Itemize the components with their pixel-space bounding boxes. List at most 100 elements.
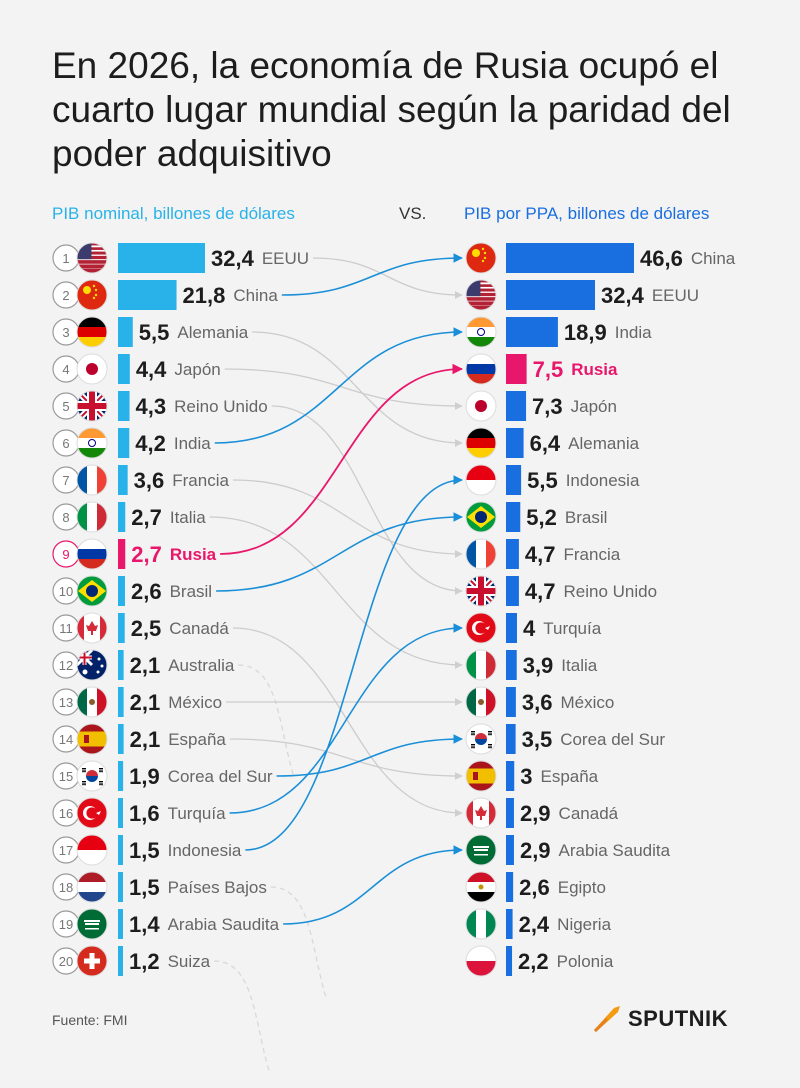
left-bar (118, 465, 128, 495)
ru-flag-icon (465, 353, 497, 385)
value-label: 1,6 (129, 801, 160, 826)
right-row: 5,2 Brasil (465, 501, 607, 533)
country-label: Rusia (571, 360, 618, 379)
right-bar (506, 872, 514, 902)
value-label: 7,3 (532, 394, 563, 419)
country-label: Arabia Saudita (559, 841, 671, 860)
value-label: 1,5 (129, 838, 160, 863)
value-label: 5,2 (526, 505, 557, 530)
country-label: España (168, 730, 226, 749)
country-label: India (174, 434, 211, 453)
left-bar (118, 280, 177, 310)
value-label: 2,4 (519, 912, 550, 937)
left-bar (118, 872, 123, 902)
left-bar (118, 724, 124, 754)
right-row: 3,9 Italia (465, 649, 598, 681)
mx-flag-icon (465, 686, 497, 718)
left-row: 19 1,4 Arabia Saudita (52, 908, 280, 940)
left-row: 12 2,1 Australia (52, 649, 235, 681)
rank-connector (232, 627, 463, 817)
rank-connector (209, 516, 463, 669)
right-row: 2,2 Polonia (465, 945, 614, 977)
left-row: 17 1,5 Indonesia (52, 834, 242, 866)
value-label: 3,6 (134, 468, 165, 493)
rank-number: 3 (62, 325, 69, 340)
gb-flag-icon (76, 390, 108, 422)
rank-connector (229, 623, 463, 814)
dropout-connector (270, 886, 327, 998)
left-row: 11 2,5 Canadá (52, 612, 229, 644)
country-label: Alemania (177, 323, 248, 342)
it-flag-icon (76, 501, 108, 533)
right-row: 18,9 India (465, 316, 652, 348)
right-bar (506, 317, 558, 347)
country-label: Países Bajos (168, 878, 267, 897)
left-row: 1 32,4 EEUU (52, 242, 309, 274)
value-label: 3,9 (523, 653, 554, 678)
country-label: China (691, 249, 736, 268)
left-bar (118, 243, 205, 273)
rank-number: 15 (59, 769, 73, 784)
rank-connector (271, 405, 463, 595)
value-label: 2,7 (131, 505, 162, 530)
value-label: 3,5 (522, 727, 553, 752)
right-row: 32,4 EEUU (465, 279, 699, 311)
it-flag-icon (465, 649, 497, 681)
right-row: 5,5 Indonesia (465, 464, 640, 496)
country-label: México (560, 693, 614, 712)
sa-flag-icon (76, 908, 108, 940)
right-row: 4,7 Reino Unido (465, 575, 657, 607)
country-label: Turquía (168, 804, 227, 823)
country-label: México (168, 693, 222, 712)
nl-flag-icon (76, 871, 108, 903)
value-label: 5,5 (139, 320, 170, 345)
rank-number: 2 (62, 288, 69, 303)
country-label: EEUU (652, 286, 699, 305)
right-bar (506, 761, 515, 791)
ch-flag-icon (76, 945, 108, 977)
left-row: 2 21,8 China (52, 279, 278, 311)
country-label: Australia (168, 656, 235, 675)
value-label: 2,6 (131, 579, 162, 604)
country-label: Brasil (170, 582, 213, 601)
country-label: Canadá (559, 804, 619, 823)
left-row: 13 2,1 México (52, 686, 222, 718)
country-label: Francia (172, 471, 229, 490)
rank-number: 8 (62, 510, 69, 525)
right-bar (506, 650, 517, 680)
dropout-connector (214, 960, 270, 1072)
value-label: 6,4 (530, 431, 561, 456)
eg-flag-icon (465, 871, 497, 903)
right-row: 3 España (465, 760, 599, 792)
value-label: 4,3 (136, 394, 167, 419)
rank-connector (229, 738, 463, 780)
value-label: 7,5 (533, 357, 564, 382)
left-bar (118, 613, 125, 643)
country-label: Arabia Saudita (168, 915, 280, 934)
right-row: 3,5 Corea del Sur (465, 723, 665, 755)
cn-flag-icon (465, 242, 497, 274)
country-label: Japón (174, 360, 220, 379)
rank-number: 10 (59, 584, 73, 599)
source-note: Fuente: FMI (52, 1012, 128, 1028)
rank-connector (216, 512, 463, 592)
right-bar (506, 798, 514, 828)
au-flag-icon (76, 649, 108, 681)
ca-flag-icon (76, 612, 108, 644)
left-bar (118, 354, 130, 384)
country-label: Suiza (168, 952, 211, 971)
value-label: 21,8 (183, 283, 226, 308)
mx-flag-icon (76, 686, 108, 718)
value-label: 4,4 (136, 357, 167, 382)
es-flag-icon (465, 760, 497, 792)
rank-connector (281, 253, 463, 296)
de-flag-icon (465, 427, 497, 459)
value-label: 1,5 (129, 875, 160, 900)
right-bar (506, 946, 513, 976)
country-label: Corea del Sur (168, 767, 273, 786)
rank-number: 20 (59, 954, 73, 969)
country-label: EEUU (262, 249, 309, 268)
id-flag-icon (465, 464, 497, 496)
left-row: 16 1,6 Turquía (52, 797, 227, 829)
cn-flag-icon (76, 279, 108, 311)
